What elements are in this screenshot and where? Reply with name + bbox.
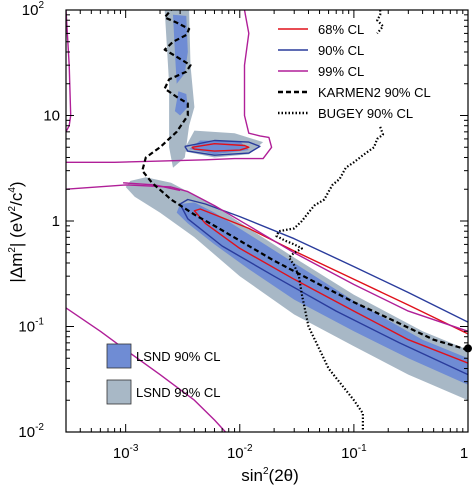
confidence-regions bbox=[125, 10, 468, 401]
curve-99-cl-0 bbox=[66, 10, 273, 163]
y-tick-label: 10-1 bbox=[18, 317, 44, 336]
y-tick-label: 1 bbox=[52, 213, 60, 230]
axis-ticks: 10-3 10-2 10-1 1 10-2 10-1 1 10 102 bbox=[18, 0, 469, 462]
curve-karmen2-90-cl-0 bbox=[141, 10, 468, 351]
legend-regions: LSND 90% CL LSND 99% CL bbox=[106, 343, 221, 405]
contour-curves bbox=[66, 10, 468, 432]
region-lsnd-90-cl-5 bbox=[174, 91, 188, 116]
x-tick-label: 10-2 bbox=[227, 443, 253, 462]
legend-swatch-lsnd-99-cl bbox=[106, 379, 132, 405]
y-axis-label: |Δm2| (eV2/c4) bbox=[7, 181, 26, 282]
legend-lines: 68% CL 90% CL 99% CL KARMEN2 90% CL BUGEY 90… bbox=[278, 22, 431, 121]
curve-90-cl-1 bbox=[184, 139, 261, 156]
legend-label-90-cl: 90% CL bbox=[318, 43, 364, 58]
x-tick-label: 1 bbox=[460, 445, 468, 462]
legend-label-bugey-90-cl: BUGEY 90% CL bbox=[318, 106, 413, 121]
x-axis-label: sin2(2θ) bbox=[241, 466, 299, 485]
x-tick-label: 10-1 bbox=[341, 443, 367, 462]
curve-68-cl-0 bbox=[193, 208, 468, 364]
curve-68-cl-1 bbox=[191, 143, 250, 152]
x-tick-label: 10-3 bbox=[113, 443, 139, 462]
curve-90-cl-0 bbox=[179, 198, 468, 376]
y-tick-label: 10 bbox=[43, 108, 60, 125]
legend-label-karmen2-90-cl: KARMEN2 90% CL bbox=[318, 85, 431, 100]
curve-99-cl-3 bbox=[66, 10, 72, 133]
curve-99-cl-2 bbox=[66, 307, 227, 432]
y-tick-label: 10-2 bbox=[18, 422, 44, 441]
legend-label-lsnd-90-cl: LSND 90% CL bbox=[136, 349, 221, 364]
curve-99-cl-1 bbox=[66, 184, 468, 332]
curve-bugey-90-cl-0 bbox=[376, 10, 385, 35]
legend-label-lsnd-99-cl: LSND 99% CL bbox=[136, 385, 221, 400]
y-tick-label: 102 bbox=[22, 0, 45, 19]
legend-label-99-cl: 99% CL bbox=[318, 64, 364, 79]
legend-swatch-lsnd-90-cl bbox=[106, 343, 132, 369]
region-lsnd-90-cl-4 bbox=[173, 14, 188, 84]
legend-label-68-cl: 68% CL bbox=[318, 22, 364, 37]
curve-bugey-90-cl-1 bbox=[275, 126, 385, 432]
